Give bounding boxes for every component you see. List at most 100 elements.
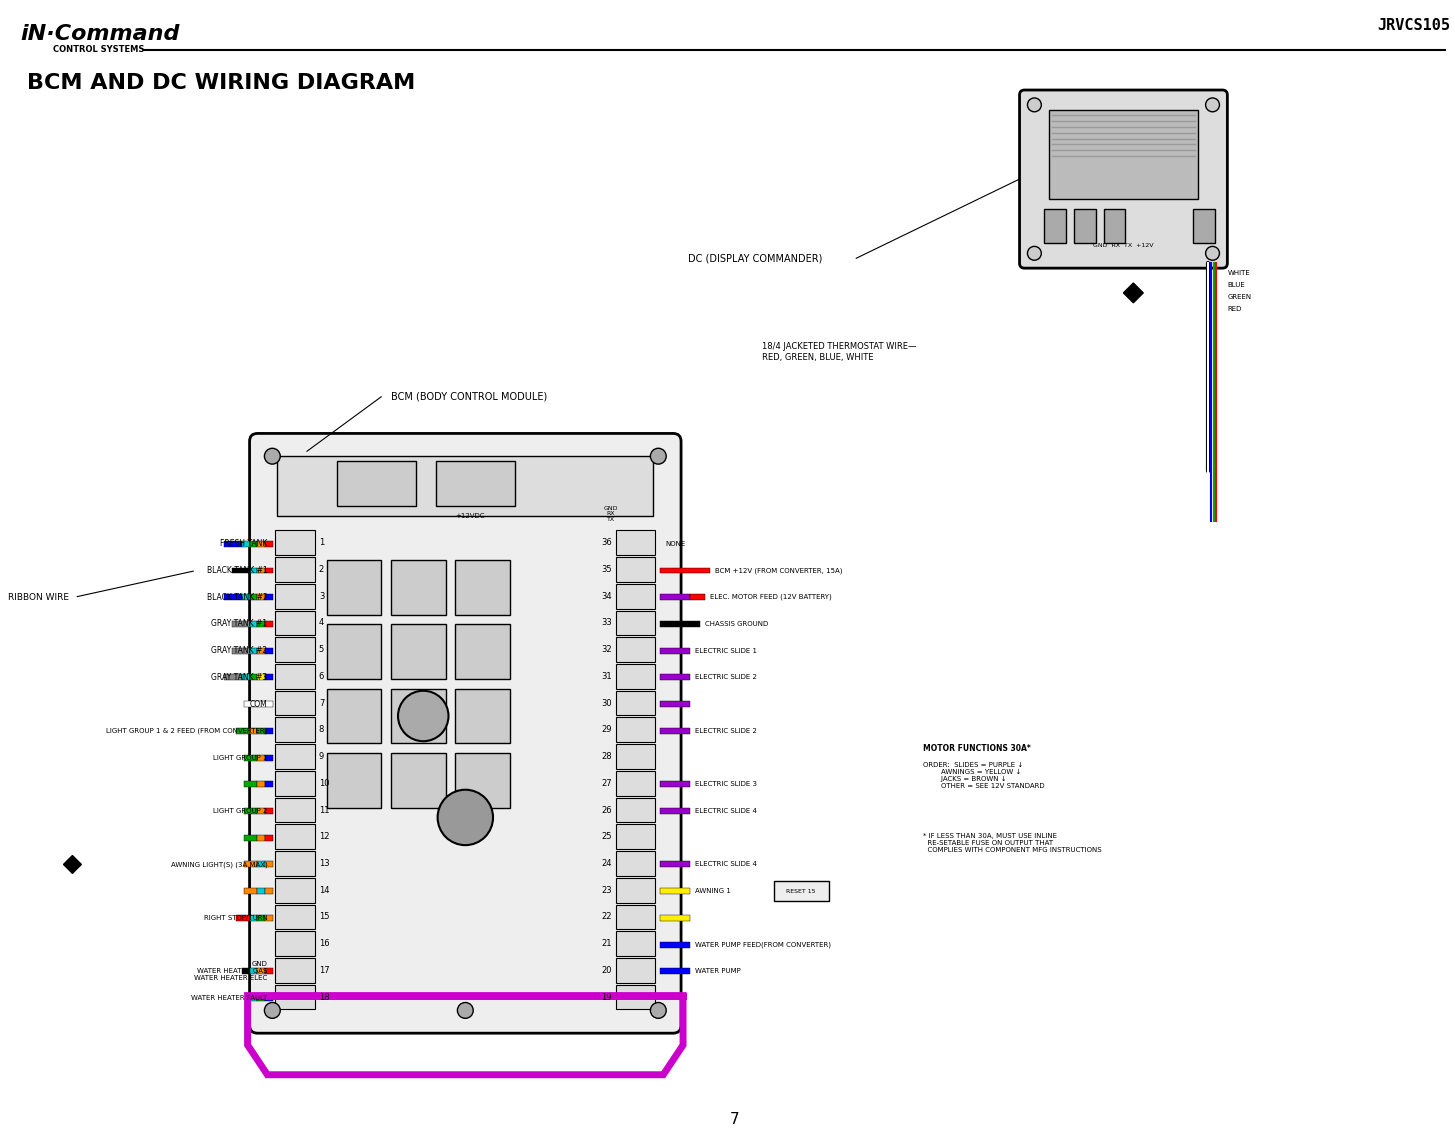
Text: GRAY TANK #2: GRAY TANK #2 xyxy=(211,646,268,656)
Text: 35: 35 xyxy=(601,565,611,574)
Text: RESET 15: RESET 15 xyxy=(786,888,816,894)
Text: 26: 26 xyxy=(601,805,611,814)
Bar xyxy=(258,915,265,920)
Text: 10: 10 xyxy=(319,779,329,788)
Text: ELECTRIC SLIDE 4: ELECTRIC SLIDE 4 xyxy=(695,861,757,868)
Bar xyxy=(661,594,690,601)
Text: BLACK TANK #1: BLACK TANK #1 xyxy=(207,566,268,576)
Bar xyxy=(391,689,445,743)
Bar xyxy=(250,968,258,974)
Bar xyxy=(265,888,274,894)
Bar xyxy=(275,984,314,1010)
Bar xyxy=(275,584,314,609)
Bar xyxy=(275,878,314,902)
Circle shape xyxy=(1206,98,1219,112)
Text: * IF LESS THAN 30A, MUST USE INLINE
  RE-SETABLE FUSE ON OUTPUT THAT
  COMPLIES : * IF LESS THAN 30A, MUST USE INLINE RE-S… xyxy=(922,834,1101,853)
Bar xyxy=(661,861,690,868)
Bar xyxy=(258,755,265,761)
Bar xyxy=(258,648,265,653)
Bar xyxy=(243,888,258,894)
Bar xyxy=(327,689,381,743)
Bar xyxy=(615,878,655,902)
Text: FRESH TANK: FRESH TANK xyxy=(220,539,268,548)
Text: 13: 13 xyxy=(319,859,329,868)
Bar xyxy=(615,825,655,850)
Text: BLACK TANK #2: BLACK TANK #2 xyxy=(207,593,268,602)
Bar xyxy=(275,530,314,555)
Text: GRAY TANK #1: GRAY TANK #1 xyxy=(211,619,268,628)
Bar xyxy=(615,771,655,796)
Circle shape xyxy=(265,449,281,464)
Text: WATER PUMP: WATER PUMP xyxy=(695,968,741,974)
Polygon shape xyxy=(1123,283,1144,303)
Text: DC (DISPLAY COMMANDER): DC (DISPLAY COMMANDER) xyxy=(688,254,822,264)
Text: AWNING LIGHT(S) (3A MAX): AWNING LIGHT(S) (3A MAX) xyxy=(170,861,268,868)
Bar xyxy=(661,701,690,707)
Bar xyxy=(258,541,265,547)
Bar xyxy=(275,931,314,956)
Text: 2: 2 xyxy=(319,565,324,574)
Bar xyxy=(250,594,258,601)
Text: 6: 6 xyxy=(319,671,324,681)
Bar xyxy=(615,958,655,983)
Text: 33: 33 xyxy=(601,619,611,627)
Bar xyxy=(615,637,655,662)
Text: 4: 4 xyxy=(319,619,324,627)
Text: 7: 7 xyxy=(730,1112,739,1127)
Bar xyxy=(327,753,381,807)
Bar xyxy=(250,621,258,627)
Bar xyxy=(265,727,274,734)
Bar xyxy=(258,675,265,681)
Bar xyxy=(774,882,828,901)
Bar xyxy=(236,727,250,734)
Bar xyxy=(258,781,265,787)
Circle shape xyxy=(457,1003,473,1019)
Circle shape xyxy=(1206,247,1219,260)
Bar xyxy=(1045,209,1067,243)
Text: 5: 5 xyxy=(319,645,324,654)
Text: 17: 17 xyxy=(319,966,329,975)
Text: GND
RX
TX: GND RX TX xyxy=(604,506,618,522)
Bar xyxy=(275,904,314,930)
Bar xyxy=(615,931,655,956)
Bar xyxy=(242,675,250,681)
Bar xyxy=(455,753,509,807)
Bar xyxy=(243,809,258,814)
Text: ELECTRIC SLIDE 4: ELECTRIC SLIDE 4 xyxy=(695,809,757,814)
Bar xyxy=(435,461,515,506)
Circle shape xyxy=(438,790,493,845)
Text: NONE: NONE xyxy=(665,541,685,547)
Bar xyxy=(258,727,265,734)
Bar xyxy=(243,755,258,761)
Text: WATER HEATER FAULT: WATER HEATER FAULT xyxy=(191,995,268,1002)
Bar xyxy=(265,675,274,681)
Bar xyxy=(275,611,314,635)
Bar xyxy=(224,541,242,547)
Polygon shape xyxy=(64,855,81,874)
Bar xyxy=(275,557,314,582)
Bar xyxy=(250,727,258,734)
Bar xyxy=(661,648,690,653)
Bar xyxy=(265,621,274,627)
Bar xyxy=(615,797,655,822)
Text: 12: 12 xyxy=(319,833,329,842)
Bar xyxy=(455,625,509,678)
Text: 25: 25 xyxy=(601,833,611,842)
Bar xyxy=(231,648,250,653)
Text: 14: 14 xyxy=(319,886,329,894)
Text: 15: 15 xyxy=(319,912,329,922)
Text: RIBBON WIRE: RIBBON WIRE xyxy=(9,593,70,602)
Bar xyxy=(265,968,274,974)
Bar xyxy=(661,809,690,814)
Bar xyxy=(250,568,258,573)
Text: 8: 8 xyxy=(319,725,324,734)
Bar xyxy=(615,851,655,876)
Bar xyxy=(265,861,274,868)
Bar xyxy=(661,621,700,627)
Bar xyxy=(275,717,314,742)
Text: CHASSIS GROUND: CHASSIS GROUND xyxy=(704,621,768,627)
Bar xyxy=(265,541,274,547)
Bar xyxy=(661,675,690,681)
Bar xyxy=(661,915,690,920)
Bar xyxy=(278,456,653,515)
